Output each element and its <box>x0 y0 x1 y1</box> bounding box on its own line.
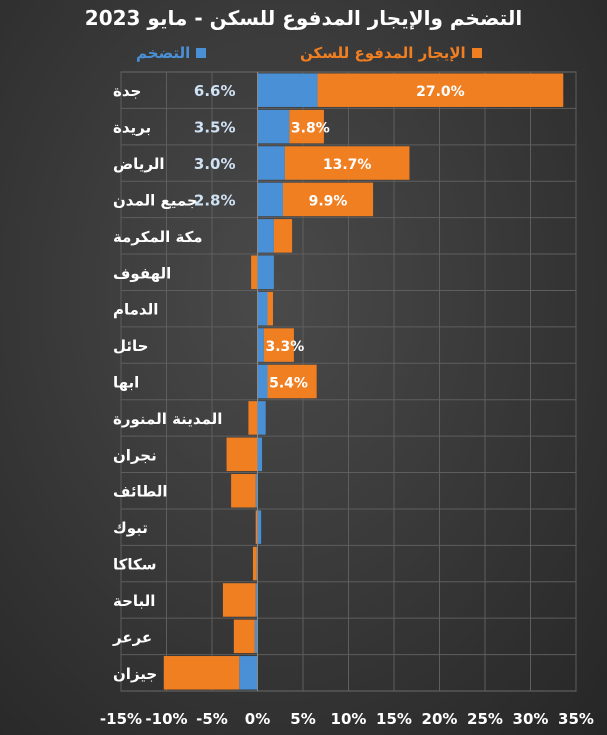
bar-inflation <box>239 656 258 690</box>
bar-rent <box>251 255 258 290</box>
bar-rent <box>284 146 410 180</box>
bar-inflation <box>257 109 290 144</box>
bar-rent <box>317 73 564 107</box>
bar-rent <box>267 364 317 399</box>
x-tick-label: 30% <box>513 710 549 728</box>
bar-inflation <box>257 291 268 326</box>
data-label-inflation: 2.8% <box>194 191 236 209</box>
category-label: الهفوف <box>113 264 171 282</box>
category-label: جيزان <box>113 665 157 683</box>
bar-rent <box>263 328 294 362</box>
x-tick-label: 25% <box>467 710 503 728</box>
category-label: بريدة <box>113 119 151 137</box>
data-label-rent: 5.4% <box>269 376 308 392</box>
bar-rent <box>233 619 255 654</box>
category-label: عرعر <box>112 628 152 646</box>
bar-rent <box>252 546 257 581</box>
x-tick-label: 15% <box>376 710 412 728</box>
data-label-inflation: 3.5% <box>194 119 236 137</box>
bar-inflation <box>257 182 283 217</box>
bar-rent <box>267 291 273 326</box>
x-tick-label: 35% <box>558 710 594 728</box>
category-label: الدمام <box>113 301 158 319</box>
bar-rent <box>273 219 293 253</box>
bar-rent <box>163 656 240 690</box>
bar-inflation <box>255 583 258 617</box>
bar-inflation <box>257 73 318 107</box>
data-label-rent: 9.9% <box>309 193 348 209</box>
x-tick-label: 5% <box>290 710 315 728</box>
data-label-rent: 3.3% <box>265 339 304 355</box>
bar-inflation <box>257 328 264 362</box>
category-label: الطائف <box>113 483 168 501</box>
data-label-rent: 13.7% <box>323 157 372 173</box>
category-label: ابها <box>113 374 139 392</box>
legend-label-rent: الإيجار المدفوع للسكن <box>300 44 466 62</box>
x-tick-label: -10% <box>145 710 187 728</box>
bar-inflation <box>257 255 274 290</box>
bar-inflation <box>257 401 266 435</box>
x-tick-label: 20% <box>422 710 458 728</box>
bar-inflation <box>257 510 262 544</box>
bar-inflation <box>257 364 268 399</box>
data-label-inflation: 6.6% <box>194 82 236 100</box>
category-label: حائل <box>113 337 148 355</box>
data-label-rent: 27.0% <box>416 84 465 100</box>
chart-legend: الإيجار المدفوع للسكن التضخم <box>0 44 607 66</box>
category-label: المدينة المنورة <box>113 410 222 428</box>
x-tick-label: -15% <box>100 710 142 728</box>
data-label-rent: 3.8% <box>291 121 330 137</box>
category-label: الباحة <box>113 592 155 610</box>
bar-rent <box>282 182 374 217</box>
bar-inflation <box>257 146 285 180</box>
category-label: نجران <box>113 446 157 464</box>
bar-rent <box>289 109 324 144</box>
bar-inflation <box>257 219 274 253</box>
legend-swatch-rent <box>471 48 482 58</box>
bar-rent <box>255 510 258 544</box>
legend-swatch-inflation <box>196 48 207 58</box>
bar-rent <box>231 473 256 508</box>
bar-rent <box>226 437 258 472</box>
category-label: جميع المدن <box>113 191 198 209</box>
category-label: الرياض <box>113 155 165 173</box>
data-label-inflation: 3.0% <box>194 155 236 173</box>
legend-label-inflation: التضخم <box>136 44 191 62</box>
x-tick-label: -5% <box>196 710 228 728</box>
legend-item-rent: الإيجار المدفوع للسكن <box>300 44 482 62</box>
legend-item-inflation: التضخم <box>136 44 207 62</box>
bar-rent <box>248 401 258 435</box>
category-label: جدة <box>113 82 141 100</box>
x-tick-label: 0% <box>245 710 270 728</box>
bar-rent <box>222 583 256 617</box>
bar-inflation <box>257 437 263 472</box>
bar-inflation <box>255 473 258 508</box>
x-tick-label: 10% <box>331 710 367 728</box>
chart-title: التضخم والإيجار المدفوع للسكن - مايو 202… <box>84 6 523 30</box>
category-label: مكة المكرمة <box>113 228 203 246</box>
category-label: سكاكا <box>113 556 156 574</box>
bar-inflation <box>254 619 258 654</box>
category-label: تبوك <box>113 519 148 537</box>
